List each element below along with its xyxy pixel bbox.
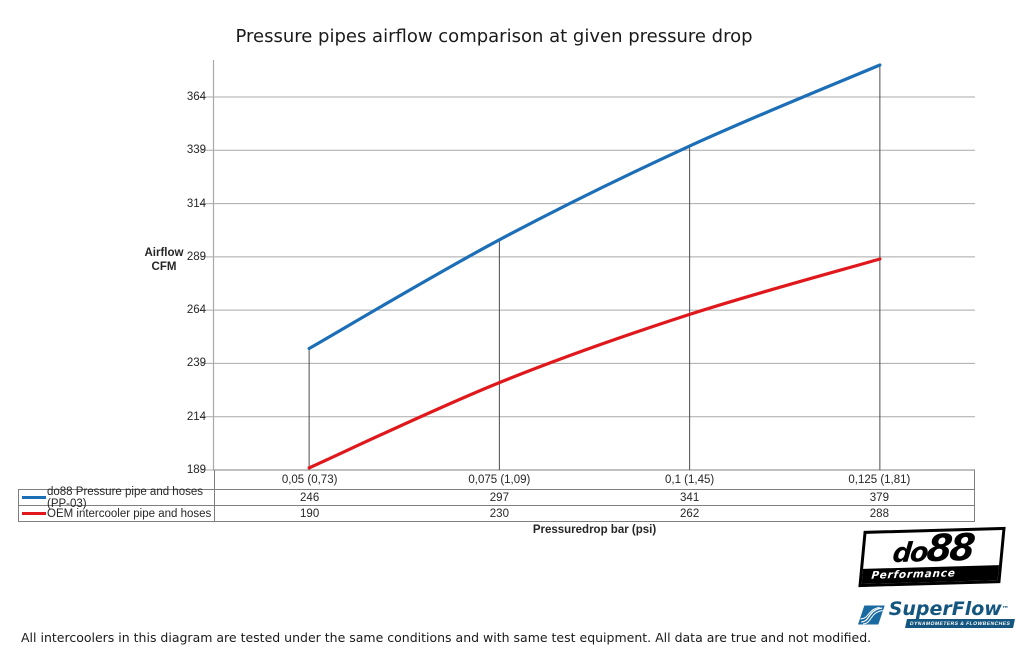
do88-logo-number: 88	[924, 530, 975, 569]
superflow-logo-text: SuperFlow	[888, 598, 1002, 620]
x-category-label: 0,125 (1,81)	[784, 470, 975, 490]
legend-swatch-oem-line	[22, 512, 46, 515]
data-table: 0,05 (0,73) 0,075 (1,09) 0,1 (1,45) 0,12…	[18, 470, 975, 522]
chart-title: Pressure pipes airflow comparison at giv…	[235, 26, 753, 47]
table-value: 288	[784, 506, 975, 522]
table-value: 230	[404, 506, 595, 522]
superflow-wave-icon	[858, 605, 885, 625]
y-tick-label: 239	[186, 357, 206, 369]
x-category-label: 0,1 (1,45)	[594, 470, 785, 490]
y-tick-label: 214	[186, 411, 206, 423]
y-axis-label-line2: CFM	[151, 260, 177, 273]
y-tick-label: 264	[186, 304, 206, 316]
superflow-logo-wordmark: SuperFlow™	[889, 599, 1014, 619]
x-category-label: 0,05 (0,73)	[214, 470, 405, 490]
table-value: 190	[214, 506, 405, 522]
table-value: 297	[404, 490, 595, 506]
y-axis-label: Airflow CFM	[138, 247, 190, 274]
table-corner-blank	[18, 470, 214, 490]
y-tick-label: 339	[186, 144, 206, 156]
legend-item-do88: do88 Pressure pipe and hoses (PP-03)	[18, 486, 214, 510]
superflow-logo-subtitle: DYNAMOMETERS & FLOWBENCHES	[904, 619, 1015, 628]
y-tick-label: 364	[186, 91, 206, 103]
table-value: 246	[214, 490, 405, 506]
table-value: 379	[784, 490, 975, 506]
do88-logo-subtitle: Performance	[861, 565, 1000, 584]
do88-logo-wordmark: do 88	[863, 530, 1002, 569]
y-tick-label: 289	[186, 251, 206, 263]
legend-label: OEM intercooler pipe and hoses	[47, 507, 212, 520]
do88-logo-text: do	[891, 537, 929, 569]
trademark-symbol: ™	[1001, 605, 1009, 613]
series-line-oem	[307, 257, 882, 470]
y-tick-label: 314	[186, 198, 206, 210]
x-axis-label: Pressuredrop bar (psi)	[532, 524, 657, 536]
footer-note: All intercoolers in this diagram are tes…	[21, 630, 872, 645]
legend-swatch-do88-line	[22, 496, 46, 499]
series-line-do88	[307, 63, 882, 351]
do88-performance-logo: do 88 Performance	[858, 526, 1006, 588]
legend-item-oem: OEM intercooler pipe and hoses	[18, 506, 214, 522]
table-value: 262	[594, 506, 785, 522]
y-axis-label-line1: Airflow	[144, 247, 184, 259]
table-value: 341	[594, 490, 785, 506]
superflow-logo: SuperFlow™ DYNAMOMETERS & FLOWBENCHES	[858, 599, 1015, 633]
legend-label: do88 Pressure pipe and hoses (PP-03)	[47, 485, 203, 510]
y-tick-label: 189	[186, 464, 206, 476]
x-category-label: 0,075 (1,09)	[404, 470, 595, 490]
